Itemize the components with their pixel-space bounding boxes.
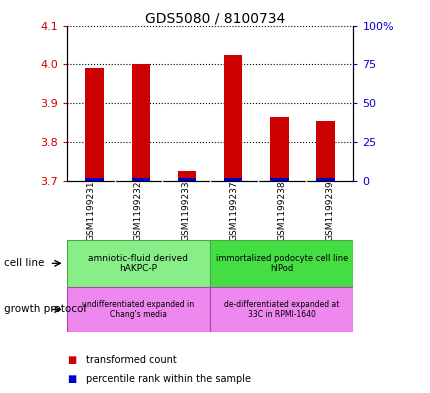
Text: ■: ■ xyxy=(67,354,76,365)
Text: GSM1199237: GSM1199237 xyxy=(229,180,238,241)
Text: transformed count: transformed count xyxy=(86,354,177,365)
Text: GSM1199232: GSM1199232 xyxy=(134,180,143,241)
Bar xyxy=(131,64,150,181)
Bar xyxy=(131,178,150,181)
Text: undifferentiated expanded in
Chang's media: undifferentiated expanded in Chang's med… xyxy=(82,300,194,319)
Bar xyxy=(316,178,334,181)
Bar xyxy=(270,117,288,181)
Bar xyxy=(316,121,334,181)
Text: GSM1199238: GSM1199238 xyxy=(276,180,286,241)
Bar xyxy=(210,240,353,287)
Bar xyxy=(67,240,210,287)
Text: cell line: cell line xyxy=(4,258,45,268)
Text: GSM1199233: GSM1199233 xyxy=(181,180,190,241)
Bar xyxy=(210,287,353,332)
Text: GSM1199239: GSM1199239 xyxy=(324,180,333,241)
Text: percentile rank within the sample: percentile rank within the sample xyxy=(86,374,251,384)
Text: ■: ■ xyxy=(67,374,76,384)
Text: growth protocol: growth protocol xyxy=(4,305,86,314)
Text: immortalized podocyte cell line
hIPod: immortalized podocyte cell line hIPod xyxy=(215,253,347,273)
Text: GDS5080 / 8100734: GDS5080 / 8100734 xyxy=(145,11,285,25)
Bar xyxy=(224,55,242,181)
Bar xyxy=(177,178,196,181)
Bar xyxy=(177,171,196,181)
Text: de-differentiated expanded at
33C in RPMI-1640: de-differentiated expanded at 33C in RPM… xyxy=(224,300,339,319)
Text: amniotic-fluid derived
hAKPC-P: amniotic-fluid derived hAKPC-P xyxy=(88,253,188,273)
Text: GSM1199231: GSM1199231 xyxy=(86,180,95,241)
Bar xyxy=(224,178,242,181)
Bar xyxy=(85,68,104,181)
Bar xyxy=(67,287,210,332)
Bar xyxy=(270,178,288,181)
Bar xyxy=(85,178,104,181)
